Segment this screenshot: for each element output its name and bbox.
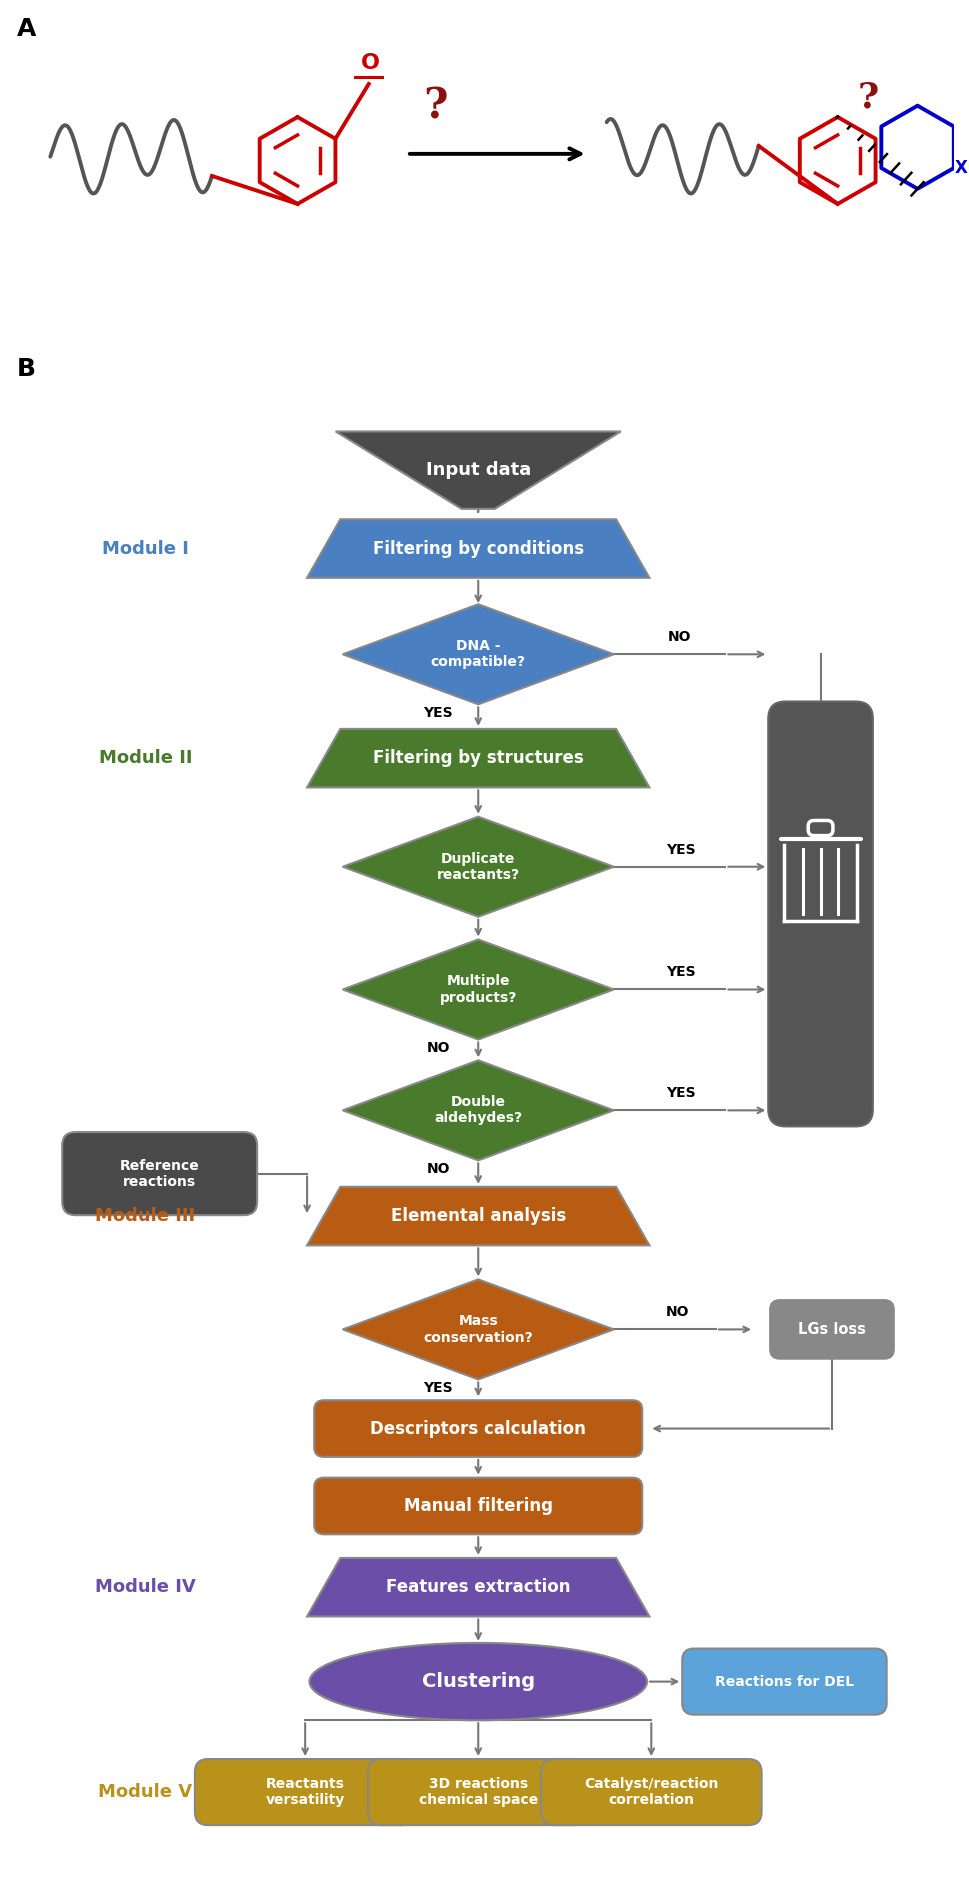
Text: NO: NO (666, 1305, 690, 1320)
Text: Elemental analysis: Elemental analysis (391, 1206, 566, 1225)
FancyBboxPatch shape (368, 1760, 588, 1826)
Text: YES: YES (666, 966, 696, 979)
Polygon shape (343, 816, 613, 917)
FancyBboxPatch shape (314, 1477, 642, 1534)
Polygon shape (307, 729, 649, 788)
Text: Reference
reactions: Reference reactions (120, 1159, 200, 1189)
Ellipse shape (309, 1642, 647, 1720)
FancyBboxPatch shape (770, 1299, 893, 1358)
Text: Module I: Module I (102, 540, 189, 557)
Text: ?: ? (858, 80, 879, 114)
FancyBboxPatch shape (195, 1760, 416, 1826)
Text: Catalyst/reaction
correlation: Catalyst/reaction correlation (584, 1777, 718, 1807)
Text: O: O (361, 53, 380, 74)
Text: Filtering by structures: Filtering by structures (373, 750, 583, 767)
FancyBboxPatch shape (682, 1648, 887, 1714)
Text: Filtering by conditions: Filtering by conditions (373, 540, 583, 557)
Text: DNA -
compatible?: DNA - compatible? (431, 638, 526, 669)
Text: Module II: Module II (99, 750, 192, 767)
Polygon shape (343, 939, 613, 1040)
Text: YES: YES (666, 843, 696, 856)
Text: YES: YES (423, 706, 453, 720)
Text: B: B (17, 356, 36, 381)
Text: Module V: Module V (98, 1782, 193, 1801)
FancyBboxPatch shape (62, 1133, 257, 1216)
Text: NO: NO (668, 631, 692, 644)
Polygon shape (343, 604, 613, 705)
Text: 3D reactions
chemical space: 3D reactions chemical space (419, 1777, 538, 1807)
Text: NO: NO (426, 1042, 450, 1055)
FancyBboxPatch shape (768, 701, 873, 1127)
Text: A: A (17, 17, 37, 42)
Text: Input data: Input data (425, 460, 531, 479)
Text: NO: NO (426, 1161, 450, 1176)
Text: YES: YES (423, 1381, 453, 1394)
Text: LGs loss: LGs loss (798, 1322, 866, 1337)
Text: Multiple
products?: Multiple products? (440, 974, 516, 1004)
Polygon shape (343, 1278, 613, 1379)
Text: Clustering: Clustering (422, 1672, 535, 1691)
Text: Reactants
versatility: Reactants versatility (266, 1777, 345, 1807)
Text: Duplicate
reactants?: Duplicate reactants? (437, 852, 519, 883)
Text: Descriptors calculation: Descriptors calculation (370, 1420, 586, 1438)
Text: YES: YES (666, 1085, 696, 1100)
FancyBboxPatch shape (541, 1760, 762, 1826)
Text: Module III: Module III (95, 1206, 196, 1225)
Polygon shape (335, 432, 621, 509)
Text: Reactions for DEL: Reactions for DEL (715, 1674, 854, 1689)
Text: X: X (955, 159, 968, 176)
Polygon shape (343, 1061, 613, 1161)
Polygon shape (307, 1559, 649, 1616)
Text: Manual filtering: Manual filtering (404, 1496, 552, 1515)
Text: ?: ? (423, 85, 448, 127)
Text: Module IV: Module IV (95, 1578, 196, 1597)
Text: Mass
conservation?: Mass conservation? (423, 1314, 533, 1345)
Polygon shape (307, 519, 649, 578)
FancyBboxPatch shape (314, 1400, 642, 1456)
Text: Double
aldehydes?: Double aldehydes? (434, 1095, 522, 1125)
Text: Features extraction: Features extraction (386, 1578, 571, 1597)
Polygon shape (307, 1188, 649, 1246)
